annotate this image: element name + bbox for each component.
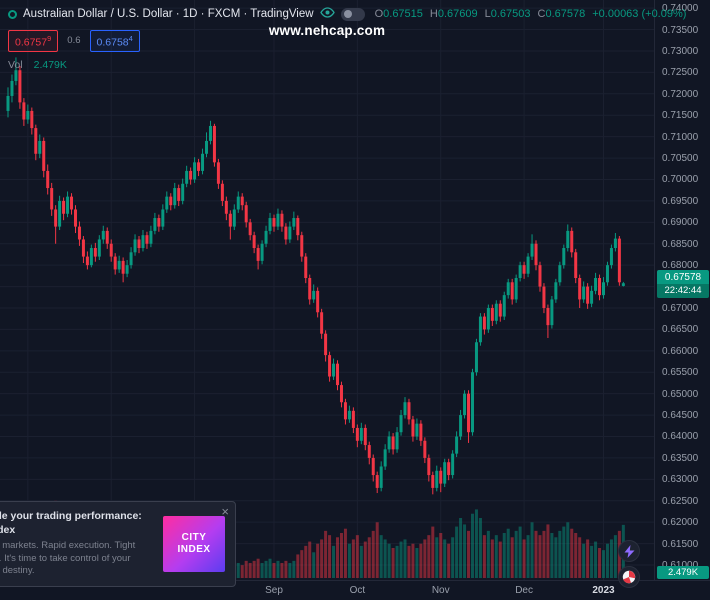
time-tick-label: Dec	[515, 585, 533, 596]
price-tick-label: 0.61500	[662, 538, 699, 550]
visibility-toggle[interactable]	[340, 7, 365, 21]
price-tick-label: 0.68500	[662, 238, 699, 250]
price-axis[interactable]: 0.67578 22:42:44 2.479K 0.74000 0.73500 0.…	[654, 0, 710, 580]
lightning-icon	[624, 544, 634, 558]
price-tick-label: 0.70500	[662, 153, 699, 165]
ad-title: Upgrade your trading performance: City I…	[0, 510, 142, 536]
low-value: 0.67503	[490, 8, 531, 20]
ad-logo: CITY INDEX	[163, 516, 225, 573]
open-value: 0.67515	[383, 8, 423, 20]
price-tick-label: 0.67000	[662, 302, 699, 314]
volume-indicator-label[interactable]: Vol	[8, 58, 23, 71]
chart-pane[interactable]	[0, 0, 654, 580]
sell-button[interactable]: 0.67579	[8, 30, 59, 52]
status-ring-icon	[8, 9, 17, 19]
buy-button[interactable]: 0.67584	[89, 30, 140, 52]
watermark-text: www.nehcap.com	[268, 23, 386, 38]
high-value: 0.67609	[437, 8, 478, 20]
price-tick-label: 0.66000	[662, 345, 699, 357]
price-tick-label: 0.73000	[662, 45, 699, 57]
time-tick-label: Oct	[349, 585, 366, 596]
ad-close-icon[interactable]: ×	[221, 504, 229, 520]
price-tick-label: 0.65000	[662, 388, 699, 400]
price-tick-label: 0.62500	[662, 495, 699, 507]
last-price-value: 0.67578	[664, 272, 702, 284]
price-tick-label: 0.72000	[662, 88, 699, 100]
time-tick-label: Nov	[431, 585, 450, 596]
price-tick-label: 0.71500	[662, 110, 699, 122]
volume-badge: 2.479K	[657, 566, 709, 579]
price-tick-label: 0.69500	[662, 195, 699, 207]
lightning-boost-button[interactable]	[618, 540, 640, 562]
chart-legend: Australian Dollar / U.S. Dollar · 1D · F…	[8, 5, 686, 71]
pie-chart-icon	[622, 570, 636, 584]
floating-buttons	[618, 540, 640, 588]
candlestick-chart[interactable]	[0, 0, 654, 580]
price-tick-label: 0.71000	[662, 131, 699, 143]
symbol-title[interactable]: Australian Dollar / U.S. Dollar · 1D · F…	[23, 8, 314, 20]
pie-widget-button[interactable]	[618, 566, 640, 588]
eye-icon[interactable]	[319, 5, 335, 23]
price-tick-label: 0.65500	[662, 367, 699, 379]
price-tick-label: 0.63000	[662, 474, 699, 486]
price-tick-label: 0.73500	[662, 24, 699, 36]
toggle-knob	[343, 10, 352, 18]
ad-text: Upgrade your trading performance: City I…	[0, 510, 154, 578]
price-tick-label: 0.68000	[662, 260, 699, 272]
bar-countdown: 22:42:44	[657, 284, 709, 299]
price-tick-label: 0.66500	[662, 324, 699, 336]
close-value: 0.67578	[545, 8, 586, 20]
price-tick-label: 0.64500	[662, 410, 699, 422]
price-tick-label: 0.69000	[662, 217, 699, 229]
time-tick-label: Sep	[265, 585, 283, 596]
price-tick-label: 0.63500	[662, 452, 699, 464]
price-tick-label: 0.64000	[662, 431, 699, 443]
volume-indicator-value: 2.479K	[33, 58, 67, 71]
change-value: +0.00063 (+0.09%)	[592, 8, 687, 20]
time-tick-label: 2023	[592, 585, 615, 596]
price-tick-label: 0.61000	[655, 560, 710, 571]
ad-body: 12,000+ markets. Rapid execution. Tight …	[0, 540, 136, 577]
last-price-badge: 0.67578 22:42:44	[657, 270, 709, 299]
price-tick-label: 0.74000	[662, 3, 699, 15]
price-tick-label: 0.72500	[662, 67, 699, 79]
price-tick-label: 0.70000	[662, 174, 699, 186]
spread-value: 0.6	[67, 35, 81, 47]
price-tick-label: 0.62000	[662, 517, 699, 529]
ad-banner[interactable]: Upgrade your trading performance: City I…	[0, 501, 236, 587]
ohlc-readout: O0.67515 H0.67609 L0.67503 C0.67578 +0.0…	[374, 8, 687, 20]
